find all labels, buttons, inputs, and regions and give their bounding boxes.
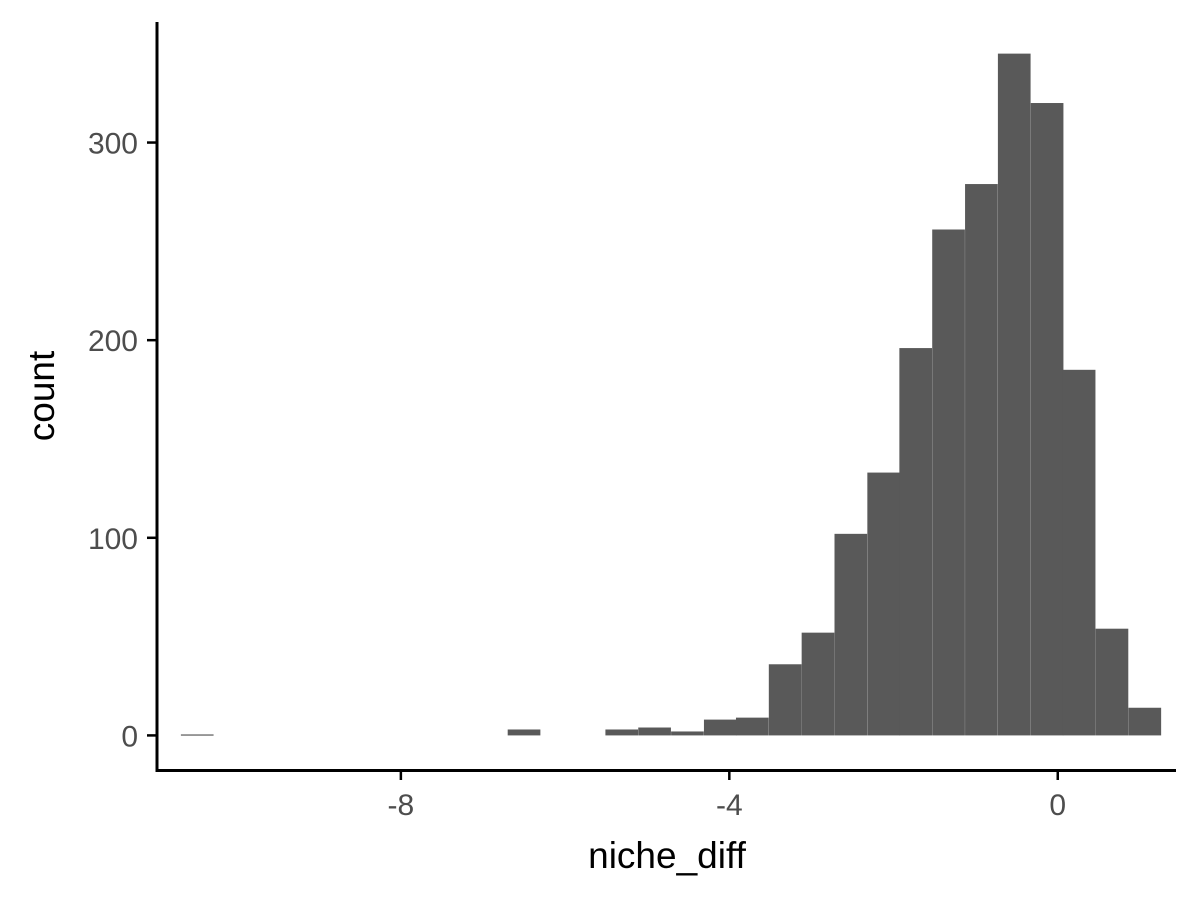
histogram-bar bbox=[1062, 369, 1096, 736]
histogram-bar bbox=[899, 348, 933, 736]
histogram-bar bbox=[180, 734, 214, 736]
histogram-bar bbox=[735, 717, 769, 736]
y-axis-title: count bbox=[21, 350, 62, 441]
y-axis-ticks: 0 100 200 300 bbox=[88, 128, 157, 753]
histogram-bar bbox=[1128, 707, 1162, 736]
histogram-bar bbox=[671, 731, 704, 736]
y-tick-label: 200 bbox=[88, 325, 138, 358]
histogram-bar bbox=[768, 664, 802, 736]
histogram-bar bbox=[638, 727, 671, 736]
x-axis-ticks: -8 -4 0 bbox=[388, 770, 1066, 822]
histogram-bar bbox=[703, 719, 737, 736]
x-axis-title: niche_diff bbox=[588, 835, 746, 876]
histogram-bar bbox=[997, 53, 1031, 736]
histogram-bar bbox=[1095, 628, 1129, 736]
histogram-bar bbox=[507, 729, 541, 736]
histogram-bars bbox=[180, 53, 1162, 736]
histogram-bar bbox=[834, 533, 868, 736]
y-tick-label: 300 bbox=[88, 128, 138, 161]
histogram-bar bbox=[605, 729, 639, 736]
x-tick-label: 0 bbox=[1049, 789, 1066, 822]
y-tick-label: 100 bbox=[88, 523, 138, 556]
x-tick-label: -8 bbox=[388, 789, 415, 822]
histogram-bar bbox=[932, 229, 965, 736]
histogram-bar bbox=[867, 472, 901, 736]
x-tick-label: -4 bbox=[716, 789, 743, 822]
histogram-bar bbox=[965, 184, 998, 736]
y-tick-label: 0 bbox=[121, 720, 138, 753]
histogram-bar bbox=[1030, 103, 1064, 736]
histogram-bar bbox=[801, 632, 835, 736]
